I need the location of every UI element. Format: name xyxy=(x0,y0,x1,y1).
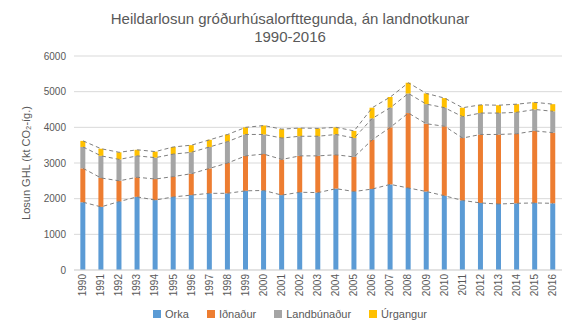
svg-text:1990: 1990 xyxy=(77,274,88,297)
html-text:Úrgangur: Úrgangur xyxy=(381,308,427,320)
svg-text:1993: 1993 xyxy=(131,274,142,297)
html-text:Landbúnaður: Landbúnaður xyxy=(286,308,352,320)
svg-text:2009: 2009 xyxy=(421,274,432,297)
svg-text:2003: 2003 xyxy=(312,274,323,297)
svg-text:1991: 1991 xyxy=(95,274,106,297)
svg-text:1999: 1999 xyxy=(240,274,251,297)
svg-text:1998: 1998 xyxy=(222,274,233,297)
svg-text:1992: 1992 xyxy=(113,274,124,297)
html-text:1990-2016: 1990-2016 xyxy=(254,28,326,45)
svg-text:5000: 5000 xyxy=(44,86,67,97)
svg-text:2010: 2010 xyxy=(439,274,450,297)
svg-text:2015: 2015 xyxy=(529,274,540,297)
svg-text:2002: 2002 xyxy=(294,274,305,297)
svg-text:2014: 2014 xyxy=(511,274,522,297)
html-text:Iðnaður: Iðnaður xyxy=(218,308,257,320)
svg-text:2008: 2008 xyxy=(402,274,413,297)
svg-text:2011: 2011 xyxy=(457,274,468,296)
svg-text:1000: 1000 xyxy=(44,229,67,240)
svg-text:Losun GHL (kt CO₂-íg.): Losun GHL (kt CO₂-íg.) xyxy=(20,106,32,220)
html-text:Orka: Orka xyxy=(165,308,189,320)
svg-text:2013: 2013 xyxy=(493,274,504,297)
svg-text:2000: 2000 xyxy=(258,274,269,297)
svg-text:2016: 2016 xyxy=(547,274,558,297)
svg-text:1995: 1995 xyxy=(168,274,179,297)
svg-text:4000: 4000 xyxy=(44,122,67,133)
svg-text:2000: 2000 xyxy=(44,193,67,204)
svg-text:3000: 3000 xyxy=(44,158,67,169)
svg-text:1997: 1997 xyxy=(204,274,215,297)
svg-text:2001: 2001 xyxy=(276,274,287,297)
svg-text:2007: 2007 xyxy=(384,274,395,297)
svg-text:2006: 2006 xyxy=(366,274,377,297)
svg-text:1996: 1996 xyxy=(186,274,197,297)
svg-text:2005: 2005 xyxy=(348,274,359,297)
svg-text:1994: 1994 xyxy=(149,274,160,297)
svg-text:2012: 2012 xyxy=(475,274,486,297)
svg-text:6000: 6000 xyxy=(44,51,67,62)
html-text:Heildarlosun gróðurhúsalorftte: Heildarlosun gróðurhúsalorfttegunda, án … xyxy=(110,10,470,27)
svg-text:0: 0 xyxy=(60,265,66,276)
svg-text:2004: 2004 xyxy=(330,274,341,297)
